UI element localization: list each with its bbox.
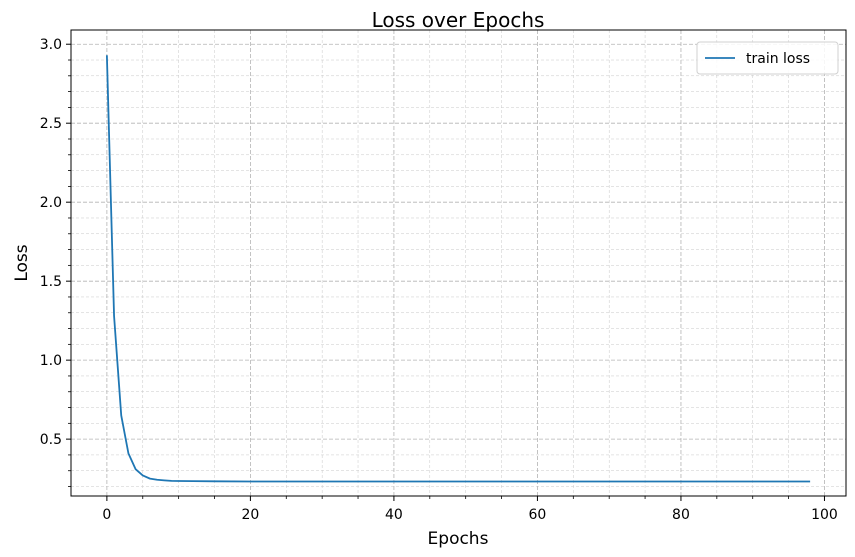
- y-tick-label: 0.5: [40, 432, 62, 448]
- x-tick-label: 40: [385, 507, 403, 523]
- series-lines: [105, 55, 811, 483]
- ticks: 0 20 40 60 80 100 0.5 1.0 1.5 2.0 2.5 3.0: [40, 37, 838, 523]
- series-line-train-loss: [105, 55, 811, 483]
- y-tick-label: 1.0: [40, 353, 62, 369]
- x-axis-title: Epochs: [428, 529, 489, 549]
- legend-label: train loss: [746, 51, 810, 67]
- plot-frame: [70, 29, 847, 497]
- y-tick-label: 2.0: [40, 195, 62, 211]
- x-tick-label: 60: [529, 507, 547, 523]
- legend-box: [696, 41, 839, 75]
- legend: train loss: [696, 41, 839, 75]
- x-tick-label: 20: [241, 507, 259, 523]
- x-tick-label: 80: [672, 507, 690, 523]
- y-tick-label: 1.5: [40, 274, 62, 290]
- y-axis-title: Loss: [12, 244, 32, 281]
- y-tick-label: 2.5: [40, 116, 62, 132]
- chart-title: Loss over Epochs: [372, 8, 545, 32]
- y-tick-label: 3.0: [40, 37, 62, 53]
- x-tick-label: 100: [811, 507, 838, 523]
- grid: [71, 30, 846, 496]
- x-tick-label: 0: [102, 507, 111, 523]
